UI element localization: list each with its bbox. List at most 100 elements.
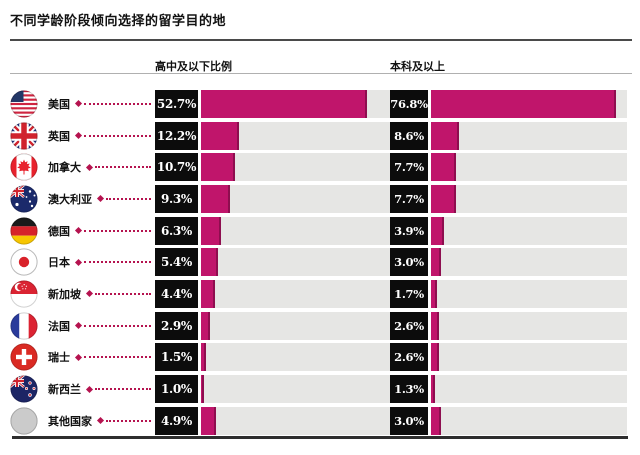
- highschool-bar-track: [201, 216, 390, 245]
- label-cell: 日本: [48, 246, 155, 278]
- bachelor-value: 7.7%: [394, 160, 424, 175]
- bachelor-value: 3.0%: [394, 255, 424, 270]
- bachelor-value: 1.3%: [394, 382, 424, 397]
- highschool-bar: [201, 153, 235, 182]
- bachelor-value: 76.8%: [390, 96, 428, 111]
- country-label: 澳大利亚: [48, 193, 92, 206]
- dotted-line: [84, 102, 151, 105]
- bachelor-value: 2.6%: [394, 350, 424, 365]
- bachelor-value: 8.6%: [394, 128, 424, 143]
- diamond-icon: [85, 163, 94, 171]
- label-cell: 瑞士: [48, 342, 155, 374]
- highschool-value: 9.3%: [160, 191, 193, 206]
- country-label: 新西兰: [48, 384, 81, 397]
- bachelor-value-box: 2.6%: [390, 311, 428, 340]
- bachelor-bar: [431, 311, 440, 340]
- other-countries-icon: [10, 407, 38, 435]
- page-title: 不同学龄阶段倾向选择的留学目的地: [10, 13, 227, 28]
- country-label: 瑞士: [48, 352, 70, 365]
- highschool-value: 12.2%: [156, 128, 197, 143]
- highschool-bar: [201, 279, 215, 308]
- bachelor-bar-track: [431, 89, 627, 118]
- bachelor-value: 7.7%: [394, 191, 424, 206]
- country-label: 美国: [48, 98, 70, 111]
- highschool-bar-track: [201, 406, 390, 435]
- highschool-value-box: 2.9%: [155, 311, 198, 340]
- dotted-line: [84, 134, 151, 137]
- bachelor-bar: [431, 375, 436, 404]
- leader-line: [74, 353, 151, 361]
- highschool-value: 6.3%: [160, 223, 193, 238]
- japan-flag-icon: [10, 248, 38, 276]
- table-row: 美国 52.7% 76.8%: [10, 88, 627, 120]
- bachelor-value: 3.9%: [394, 223, 424, 238]
- bachelor-bar: [431, 89, 617, 118]
- bachelor-bar-track: [431, 311, 627, 340]
- bachelor-value-box: 3.0%: [390, 406, 428, 435]
- flag-cell: [10, 121, 38, 150]
- label-cell: 法国: [48, 310, 155, 342]
- highschool-bar: [201, 248, 218, 277]
- bachelor-value-box: 1.3%: [390, 375, 428, 404]
- label-cell: 新加坡: [48, 278, 155, 310]
- highschool-bar: [201, 216, 221, 245]
- country-rows: 美国 52.7% 76.8% 英国 12.2% 8.6% 加拿大: [10, 88, 627, 437]
- label-cell: 新西兰: [48, 373, 155, 405]
- highschool-value-box: 4.4%: [155, 279, 198, 308]
- dotted-line: [95, 166, 151, 169]
- highschool-bar-track: [201, 248, 390, 277]
- bachelor-bar: [431, 248, 441, 277]
- label-cell: 英国: [48, 120, 155, 152]
- bachelor-value-box: 3.9%: [390, 216, 428, 245]
- diamond-icon: [74, 100, 83, 108]
- bachelor-bar-track: [431, 406, 627, 435]
- diamond-icon: [85, 385, 94, 393]
- highschool-value: 2.9%: [160, 318, 193, 333]
- uk-flag-icon: [10, 121, 38, 150]
- highschool-bar-track: [201, 343, 390, 372]
- flag-cell: [10, 407, 38, 435]
- dotted-line: [84, 229, 151, 232]
- flag-cell: [10, 216, 38, 245]
- flag-cell: [10, 343, 38, 371]
- right-column-header: 本科及以上: [390, 61, 445, 73]
- flag-cell: [10, 375, 38, 403]
- bachelor-bar: [431, 153, 457, 182]
- highschool-bar-track: [201, 121, 390, 150]
- highschool-value: 4.4%: [160, 286, 193, 301]
- left-column-header: 高中及以下比例: [155, 61, 232, 73]
- table-row: 新加坡 4.4% 1.7%: [10, 278, 627, 310]
- dotted-line: [106, 419, 151, 422]
- dotted-line: [84, 261, 151, 264]
- highschool-bar: [201, 121, 240, 150]
- label-cell: 加拿大: [48, 151, 155, 183]
- highschool-value-box: 4.9%: [155, 406, 198, 435]
- highschool-value: 1.0%: [160, 382, 193, 397]
- highschool-value: 5.4%: [160, 255, 193, 270]
- country-label: 法国: [48, 320, 70, 333]
- new-zealand-flag-icon: [10, 375, 38, 403]
- table-row: 新西兰 1.0% 1.3%: [10, 373, 627, 405]
- flag-cell: [10, 90, 38, 118]
- dotted-line: [84, 324, 151, 327]
- highschool-value-box: 6.3%: [155, 216, 198, 245]
- highschool-bar: [201, 375, 205, 404]
- highschool-bar: [201, 343, 206, 372]
- table-row: 其他国家 4.9% 3.0%: [10, 405, 627, 437]
- bachelor-value: 3.0%: [394, 413, 424, 428]
- bachelor-bar: [431, 406, 441, 435]
- bachelor-bar-track: [431, 343, 627, 372]
- highschool-bar-track: [201, 184, 390, 213]
- leader-line: [74, 227, 151, 235]
- country-label: 加拿大: [48, 162, 81, 175]
- highschool-bar: [201, 406, 217, 435]
- leader-line: [96, 417, 151, 425]
- leader-line: [85, 290, 151, 298]
- diamond-icon: [96, 195, 105, 203]
- switzerland-flag-icon: [10, 343, 38, 371]
- table-row: 澳大利亚 9.3% 7.7%: [10, 183, 627, 215]
- diamond-icon: [74, 258, 83, 266]
- bachelor-value-box: 8.6%: [390, 121, 428, 150]
- highschool-value-box: 12.2%: [155, 121, 198, 150]
